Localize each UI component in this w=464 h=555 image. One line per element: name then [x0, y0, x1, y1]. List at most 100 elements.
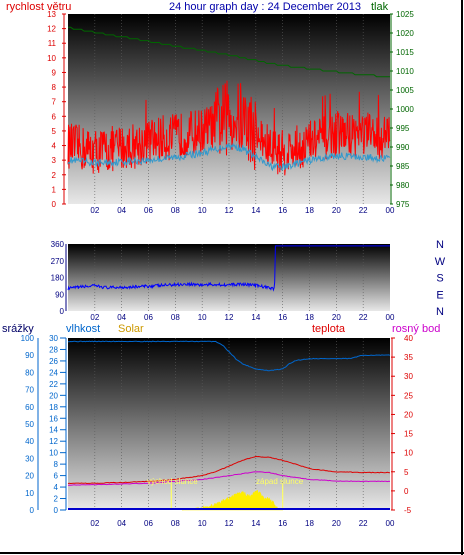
temperature-tick-label: 5 [404, 468, 409, 477]
x-tick-label: 02 [90, 519, 99, 528]
x-tick-label: 20 [332, 206, 341, 215]
temperature-tick-label: 15 [404, 430, 413, 439]
humidity-tick-label: 22 [49, 380, 58, 389]
pressure-tick-label: 1010 [396, 67, 414, 76]
temperature-tick-label: 20 [404, 410, 413, 419]
humidity-axis-title: vlhkost [66, 323, 100, 335]
grid-lines [37, 13, 395, 511]
humidity-tick-label: 24 [49, 368, 58, 377]
x-tick-label: 10 [198, 206, 207, 215]
wind-tick-label: 6 [52, 112, 57, 121]
compass-tick-label: S [436, 273, 443, 285]
wind-tick-label: 12 [47, 25, 56, 34]
pressure-tick-label: 995 [396, 124, 410, 133]
pressure-tick-label: 1000 [396, 105, 414, 114]
rain-tick-label: 70 [25, 386, 34, 395]
pressure-tick-label: 985 [396, 162, 410, 171]
rain-tick-label: 80 [25, 368, 34, 377]
wind-average-line [67, 142, 391, 172]
x-tick-label: 22 [359, 206, 368, 215]
pressure-tick-label: 1005 [396, 86, 414, 95]
x-tick-label: 14 [251, 206, 260, 215]
pressure-axis-title: tlak [371, 1, 389, 13]
humidity-tick-label: 16 [49, 414, 58, 423]
x-tick-label: 22 [359, 313, 368, 322]
wind-tick-label: 9 [52, 68, 57, 77]
rain-tick-label: 10 [25, 489, 34, 498]
humidity-tick-label: 4 [54, 483, 59, 492]
rain-tick-label: 50 [25, 420, 34, 429]
x-tick-label: 10 [198, 519, 207, 528]
x-tick-label: 04 [117, 313, 126, 322]
pressure-tick-label: 1025 [396, 10, 414, 19]
x-tick-label: 06 [144, 519, 153, 528]
rain-tick-label: 90 [25, 351, 34, 360]
temperature-tick-label: 10 [404, 449, 413, 458]
dewpoint-line [67, 471, 391, 486]
x-tick-label: 02 [90, 206, 99, 215]
wind-axis-title: rychlost větru [6, 1, 71, 13]
x-tick-label: 18 [305, 519, 314, 528]
x-tick-label: 20 [332, 313, 341, 322]
rain-tick-label: 60 [25, 403, 34, 412]
pressure-tick-label: 975 [396, 200, 410, 209]
humidity-tick-label: 28 [49, 345, 58, 354]
humidity-tick-label: 0 [54, 506, 59, 515]
x-tick-label: 06 [144, 313, 153, 322]
humidity-tick-label: 12 [49, 437, 58, 446]
wind-tick-label: 4 [52, 142, 57, 151]
x-tick-label: 18 [305, 313, 314, 322]
humidity-tick-label: 14 [49, 426, 58, 435]
x-tick-label: 02 [90, 313, 99, 322]
direction-tick-label: 180 [51, 274, 65, 283]
humidity-tick-label: 2 [54, 495, 59, 504]
dewpoint-axis-title: rosný bod [392, 323, 440, 335]
pressure-tick-label: 1015 [396, 48, 414, 57]
direction-tick-label: 270 [51, 257, 65, 266]
direction-tick-label: 360 [51, 240, 65, 249]
x-tick-label: 04 [117, 519, 126, 528]
temperature-tick-label: 35 [404, 353, 413, 362]
x-tick-label: 22 [359, 519, 368, 528]
rain-tick-label: 20 [25, 472, 34, 481]
wind-speed-line [67, 80, 391, 176]
x-tick-label: 14 [251, 519, 260, 528]
wind-tick-label: 1 [52, 185, 57, 194]
sunset-label: západ slunce [256, 477, 304, 486]
humidity-tick-label: 18 [49, 403, 58, 412]
pressure-tick-label: 990 [396, 143, 410, 152]
rain-axis-title: srážky [2, 323, 34, 335]
humidity-tick-label: 6 [54, 472, 59, 481]
direction-tick-label: 90 [55, 290, 64, 299]
rain-tick-label: 30 [25, 454, 34, 463]
wind-direction-line [67, 245, 390, 292]
compass-tick-label: N [436, 239, 444, 251]
x-tick-label: 00 [386, 206, 395, 215]
x-tick-label: 12 [225, 313, 234, 322]
pressure-tick-label: 980 [396, 181, 410, 190]
temperature-tick-label: 0 [404, 487, 409, 496]
x-tick-label: 08 [171, 313, 180, 322]
compass-tick-label: W [435, 256, 446, 268]
pressure-line [68, 26, 390, 78]
wind-tick-label: 10 [47, 54, 56, 63]
x-tick-label: 04 [117, 206, 126, 215]
temperature-line [67, 455, 391, 485]
sunrise-label: východ slunce [147, 477, 198, 486]
x-tick-label: 12 [225, 206, 234, 215]
wind-tick-label: 5 [52, 127, 57, 136]
data-series [67, 26, 391, 511]
direction-tick-label: 0 [60, 307, 65, 316]
x-tick-label: 10 [198, 313, 207, 322]
x-tick-label: 18 [305, 206, 314, 215]
wind-tick-label: 2 [52, 171, 57, 180]
wind-tick-label: 11 [48, 39, 57, 48]
x-tick-label: 00 [386, 313, 395, 322]
temperature-tick-label: 30 [404, 372, 413, 381]
temperature-tick-label: 25 [404, 391, 413, 400]
wind-tick-label: 3 [52, 156, 57, 165]
compass-tick-label: N [436, 306, 444, 318]
compass-tick-label: E [436, 289, 443, 301]
